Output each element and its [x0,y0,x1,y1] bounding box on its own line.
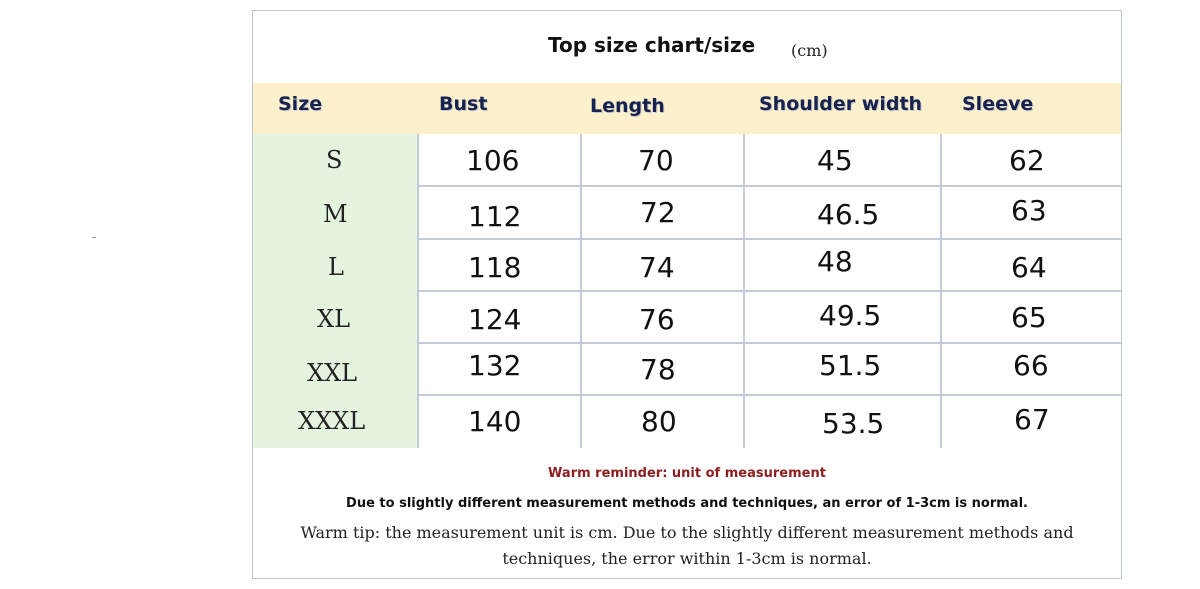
length-cell: 78 [640,353,676,386]
table-row: XXL 132 78 51.5 66 [253,343,1121,395]
header-bust: Bust [439,93,488,115]
header-size: Size [278,93,323,115]
table-grid [417,134,1121,448]
table-row: L 118 74 48 64 [253,239,1121,291]
size-chart-table: Top size chart/size (cm) Size Bust Lengt… [252,10,1122,579]
bust-cell: 124 [468,303,522,336]
grid-line [417,238,1121,240]
shoulder-cell: 51.5 [819,349,882,382]
shoulder-cell: 46.5 [817,198,880,231]
reminder-note: Warm reminder: unit of measurement [548,466,826,481]
header-shoulder-width: Shoulder width [759,93,923,115]
size-cell: M [323,200,348,228]
size-cell: XL [317,305,351,333]
sleeve-cell: 67 [1014,403,1050,436]
length-cell: 76 [639,303,675,336]
table-row: M 112 72 46.5 63 [253,186,1121,238]
grid-line [417,394,1121,396]
header-length: Length [590,95,665,117]
size-cell: XXXL [298,407,366,435]
bust-cell: 112 [468,200,522,233]
shoulder-cell: 53.5 [822,407,885,440]
notes-section: Warm reminder: unit of measurement Due t… [253,448,1121,578]
length-cell: 80 [641,405,677,438]
grid-line [417,290,1121,292]
stray-mark [92,237,96,238]
bust-cell: 132 [468,349,522,382]
sleeve-cell: 62 [1009,144,1045,177]
bust-cell: 140 [468,405,522,438]
sleeve-cell: 66 [1013,349,1049,382]
chart-title: Top size chart/size [548,33,756,57]
table-row: S 106 70 45 62 [253,134,1121,186]
table-row: XL 124 76 49.5 65 [253,291,1121,343]
tip-note: Warm tip: the measurement unit is cm. Du… [300,523,1074,568]
unit-label: (cm) [791,41,828,60]
error-note: Due to slightly different measurement me… [346,496,1028,511]
sleeve-cell: 63 [1011,194,1047,227]
bust-cell: 118 [468,251,522,284]
grid-line [417,342,1121,344]
table-row: XXXL 140 80 53.5 67 [253,395,1121,447]
sleeve-cell: 64 [1011,251,1047,284]
title-row: Top size chart/size (cm) [253,11,1121,83]
grid-line [417,185,1121,187]
header-sleeve: Sleeve [962,93,1034,115]
header-row: Size Bust Length Shoulder width Sleeve [253,83,1121,134]
length-cell: 74 [639,251,675,284]
size-cell: S [326,146,343,174]
shoulder-cell: 49.5 [819,299,882,332]
length-cell: 70 [638,144,674,177]
size-cell: L [328,253,344,281]
shoulder-cell: 45 [817,144,853,177]
sleeve-cell: 65 [1011,301,1047,334]
shoulder-cell: 48 [817,245,853,278]
size-cell: XXL [307,359,358,387]
bust-cell: 106 [466,144,520,177]
size-column-background [253,134,417,448]
length-cell: 72 [640,196,676,229]
